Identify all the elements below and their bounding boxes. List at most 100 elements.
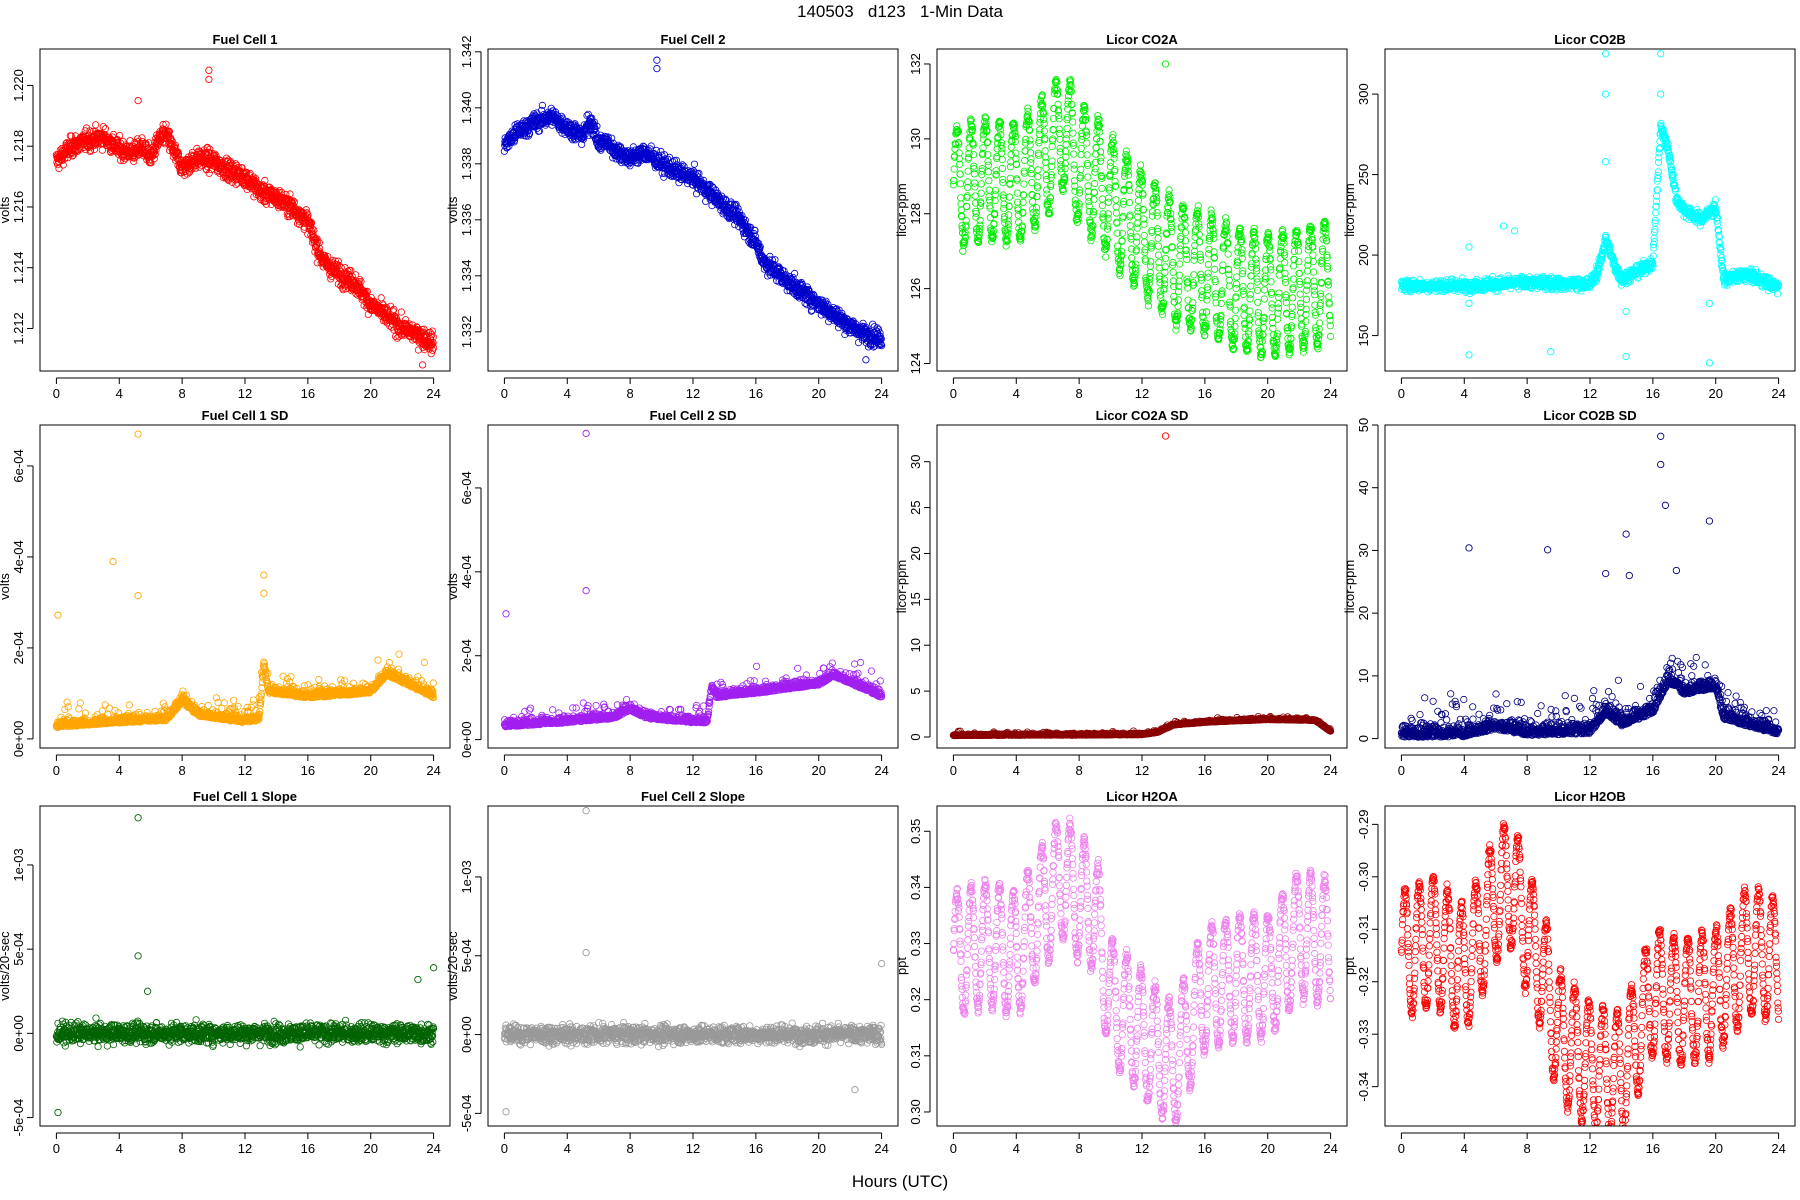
x-tick-label: 4 [564, 386, 571, 401]
data-point [525, 129, 534, 137]
data-point [1273, 330, 1282, 338]
data-point [1045, 209, 1053, 217]
data-point [1003, 236, 1011, 244]
data-point [1297, 322, 1306, 330]
data-point [302, 206, 310, 214]
data-point [186, 167, 194, 175]
data-point [595, 133, 603, 141]
data-point [963, 192, 971, 200]
data-point [331, 257, 339, 265]
data-points [949, 60, 1335, 362]
data-point [1234, 248, 1242, 256]
data-point [1253, 286, 1262, 294]
data-point [1281, 275, 1289, 283]
data-point [1083, 139, 1091, 147]
data-point [1027, 155, 1035, 163]
x-axis: 0 4 8 12 16 20 24 [501, 377, 889, 401]
data-point [1104, 214, 1112, 222]
data-point [1176, 252, 1184, 260]
data-point [1246, 316, 1254, 324]
data-point [1317, 292, 1325, 301]
data-point [1135, 190, 1143, 198]
data-point [1055, 111, 1063, 120]
data-point [1138, 178, 1147, 186]
data-point [808, 306, 816, 314]
data-point [991, 209, 999, 217]
data-point [1099, 215, 1107, 223]
data-point [1268, 290, 1276, 298]
data-point [1156, 287, 1165, 295]
data-point [1288, 310, 1296, 319]
data-point [1216, 329, 1224, 337]
x-tick-label: 16 [301, 386, 315, 401]
data-point [1237, 233, 1245, 241]
data-point [1302, 305, 1310, 313]
data-point [1082, 128, 1090, 136]
data-point [1203, 296, 1211, 304]
data-point [1121, 169, 1129, 177]
data-point [1141, 257, 1150, 265]
data-point [1161, 280, 1169, 288]
data-point [999, 179, 1007, 187]
data-point [344, 267, 352, 275]
data-point [1202, 322, 1210, 330]
data-point [1252, 264, 1261, 272]
data-point [1260, 295, 1268, 303]
y-tick-label: 1.338 [459, 148, 474, 181]
data-point [1085, 202, 1093, 210]
data-point [1231, 322, 1239, 330]
data-point [1081, 103, 1089, 111]
data-point [1208, 219, 1217, 227]
data-point [699, 176, 708, 184]
data-point [1245, 330, 1253, 338]
data-point [978, 165, 986, 173]
y-axis-label: volts [445, 196, 460, 223]
data-point [1138, 177, 1146, 185]
data-point [1322, 220, 1330, 228]
data-point [1272, 342, 1280, 351]
data-point [1211, 278, 1219, 286]
data-point [1259, 331, 1267, 339]
data-point [86, 146, 95, 154]
x-tick-label: 24 [874, 386, 888, 401]
data-point [963, 203, 971, 211]
data-point [1056, 148, 1064, 156]
data-point [1273, 336, 1281, 344]
data-point [1064, 100, 1072, 108]
data-point [854, 338, 863, 347]
data-point [1262, 252, 1271, 260]
data-point [1151, 179, 1159, 187]
data-point [1314, 335, 1323, 343]
data-point [1106, 172, 1114, 181]
data-point [1152, 187, 1160, 195]
data-point [979, 149, 987, 157]
data-point [1204, 273, 1212, 281]
data-point [1090, 189, 1099, 197]
data-point [313, 235, 321, 243]
data-point [1232, 293, 1240, 301]
data-point [1012, 161, 1021, 169]
x-tick-label: 8 [627, 386, 634, 401]
data-point [992, 170, 1001, 178]
data-point [980, 117, 989, 126]
data-point [1176, 260, 1184, 268]
data-point [1319, 247, 1327, 255]
data-point [1111, 165, 1119, 174]
plot-frame [487, 48, 899, 372]
data-point [1257, 350, 1266, 358]
data-point [397, 308, 405, 316]
data-point [1160, 284, 1168, 293]
data-point [1094, 112, 1102, 120]
data-point [1319, 235, 1327, 243]
data-point [1326, 316, 1334, 324]
data-point [1298, 320, 1306, 328]
data-point [537, 106, 546, 115]
data-point [994, 133, 1002, 141]
x-axis: 0 4 8 12 16 20 24 [53, 377, 441, 401]
data-point [950, 177, 958, 185]
data-point [1204, 260, 1213, 268]
data-point [1081, 116, 1089, 125]
data-point [1085, 198, 1093, 206]
data-point [1133, 238, 1141, 246]
data-point [1163, 229, 1171, 237]
